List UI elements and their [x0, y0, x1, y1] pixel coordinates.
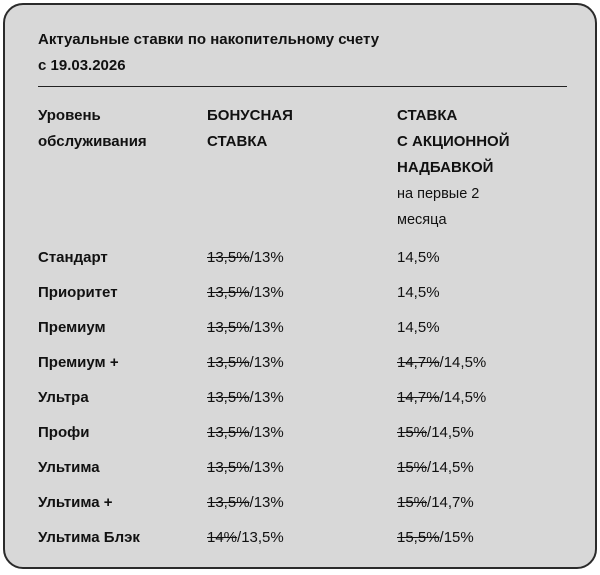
- bonus-old-value: 13,5%: [207, 319, 250, 336]
- table-row: Приоритет 13,5%/13% 14,5%: [38, 280, 567, 306]
- promo-old-value: 14,7%: [397, 389, 440, 406]
- promo-new-value: 14,5%: [397, 249, 440, 266]
- promo-new-value: /14,5%: [439, 389, 487, 406]
- row-level: Ультима: [38, 459, 100, 476]
- table-row: Ультима 13,5%/13% 15%/14,5%: [38, 455, 567, 481]
- promo-old-value: 14,7%: [397, 354, 440, 371]
- bonus-rate-cell: 13,5%/13%: [207, 350, 397, 376]
- table-row: Стандарт 13,5%/13% 14,5%: [38, 245, 567, 271]
- promo-old-value: 15%: [397, 424, 428, 441]
- bonus-rate-cell: 13,5%/13%: [207, 420, 397, 446]
- promo-rate-cell: 14,5%: [397, 315, 567, 341]
- bonus-rate-cell: 13,5%/13%: [207, 245, 397, 271]
- row-level: Ультра: [38, 389, 89, 406]
- rates-card: Актуальные ставки по накопительному счет…: [3, 3, 597, 569]
- bonus-rate-cell: 13,5%/13%: [207, 385, 397, 411]
- promo-header-line-1: СТАВКА: [397, 107, 458, 124]
- bonus-new-value: /13%: [249, 424, 284, 441]
- bonus-rate-cell: 13,5%/13%: [207, 490, 397, 516]
- promo-new-value: 14,5%: [397, 284, 440, 301]
- bonus-old-value: 13,5%: [207, 494, 250, 511]
- table-header: Уровень обслуживания БОНУСНАЯ СТАВКА СТА…: [38, 103, 567, 233]
- table-row: Премиум 13,5%/13% 14,5%: [38, 315, 567, 341]
- promo-rate-cell: 15%/14,7%: [397, 490, 567, 516]
- table-row: Профи 13,5%/13% 15%/14,5%: [38, 420, 567, 446]
- row-level: Премиум +: [38, 354, 119, 371]
- bonus-header-line-2: СТАВКА: [207, 133, 268, 150]
- level-header-line-1: Уровень: [38, 107, 101, 124]
- bonus-new-value: /13%: [249, 319, 284, 336]
- promo-rate-cell: 15%/14,5%: [397, 420, 567, 446]
- promo-rate-cell: 14,5%: [397, 245, 567, 271]
- bonus-old-value: 13,5%: [207, 284, 250, 301]
- promo-header-line-2: С АКЦИОННОЙ: [397, 133, 510, 150]
- row-level: Ультима Блэк: [38, 529, 140, 546]
- title-line-1: Актуальные ставки по накопительному счет…: [38, 31, 380, 48]
- row-level: Профи: [38, 424, 90, 441]
- bonus-rate-cell: 14%/13,5%: [207, 525, 397, 551]
- promo-new-value: /14,5%: [427, 459, 474, 476]
- promo-rate-cell: 14,7%/14,5%: [397, 350, 567, 376]
- column-header-bonus: БОНУСНАЯ СТАВКА: [207, 103, 397, 155]
- promo-new-value: /14,5%: [439, 354, 487, 371]
- bonus-new-value: /13%: [249, 389, 284, 406]
- promo-new-value: /14,7%: [427, 494, 474, 511]
- promo-new-value: /14,5%: [427, 424, 474, 441]
- bonus-new-value: /13%: [249, 354, 284, 371]
- bonus-rate-cell: 13,5%/13%: [207, 455, 397, 481]
- bonus-old-value: 13,5%: [207, 459, 250, 476]
- promo-rate-cell: 15,5%/15%: [397, 525, 567, 551]
- title-divider: [38, 86, 567, 87]
- title-line-2: с 19.03.2026: [38, 57, 126, 74]
- bonus-new-value: /13,5%: [237, 529, 284, 546]
- bonus-header-line-1: БОНУСНАЯ: [207, 107, 293, 124]
- bonus-old-value: 14%: [207, 529, 238, 546]
- promo-rate-cell: 14,5%: [397, 280, 567, 306]
- promo-header-line-3: НАДБАВКОЙ: [397, 159, 494, 176]
- promo-new-value: 14,5%: [397, 319, 440, 336]
- promo-rate-cell: 14,7%/14,5%: [397, 385, 567, 411]
- row-level: Стандарт: [38, 249, 108, 266]
- row-level: Приоритет: [38, 284, 118, 301]
- column-header-level: Уровень обслуживания: [38, 103, 207, 155]
- row-level: Премиум: [38, 319, 106, 336]
- bonus-old-value: 13,5%: [207, 389, 250, 406]
- bonus-old-value: 13,5%: [207, 354, 250, 371]
- row-level: Ультима +: [38, 494, 113, 511]
- promo-new-value: /15%: [439, 529, 474, 546]
- level-header-line-2: обслуживания: [38, 133, 147, 150]
- bonus-rate-cell: 13,5%/13%: [207, 280, 397, 306]
- column-header-promo: СТАВКА С АКЦИОННОЙ НАДБАВКОЙ на первые 2…: [397, 103, 567, 233]
- bonus-rate-cell: 13,5%/13%: [207, 315, 397, 341]
- bonus-new-value: /13%: [249, 459, 284, 476]
- table-row: Премиум + 13,5%/13% 14,7%/14,5%: [38, 350, 567, 376]
- bonus-old-value: 13,5%: [207, 249, 250, 266]
- promo-old-value: 15%: [397, 494, 428, 511]
- table-title: Актуальные ставки по накопительному счет…: [38, 27, 567, 79]
- table-row: Ультима Блэк 14%/13,5% 15,5%/15%: [38, 525, 567, 551]
- promo-old-value: 15,5%: [397, 529, 440, 546]
- bonus-new-value: /13%: [249, 249, 284, 266]
- promo-old-value: 15%: [397, 459, 428, 476]
- table-row: Ультра 13,5%/13% 14,7%/14,5%: [38, 385, 567, 411]
- bonus-new-value: /13%: [249, 284, 284, 301]
- table-row: Ультима + 13,5%/13% 15%/14,7%: [38, 490, 567, 516]
- promo-rate-cell: 15%/14,5%: [397, 455, 567, 481]
- promo-note-line-2: месяца: [397, 212, 447, 228]
- bonus-new-value: /13%: [249, 494, 284, 511]
- bonus-old-value: 13,5%: [207, 424, 250, 441]
- promo-note-line-1: на первые 2: [397, 186, 480, 202]
